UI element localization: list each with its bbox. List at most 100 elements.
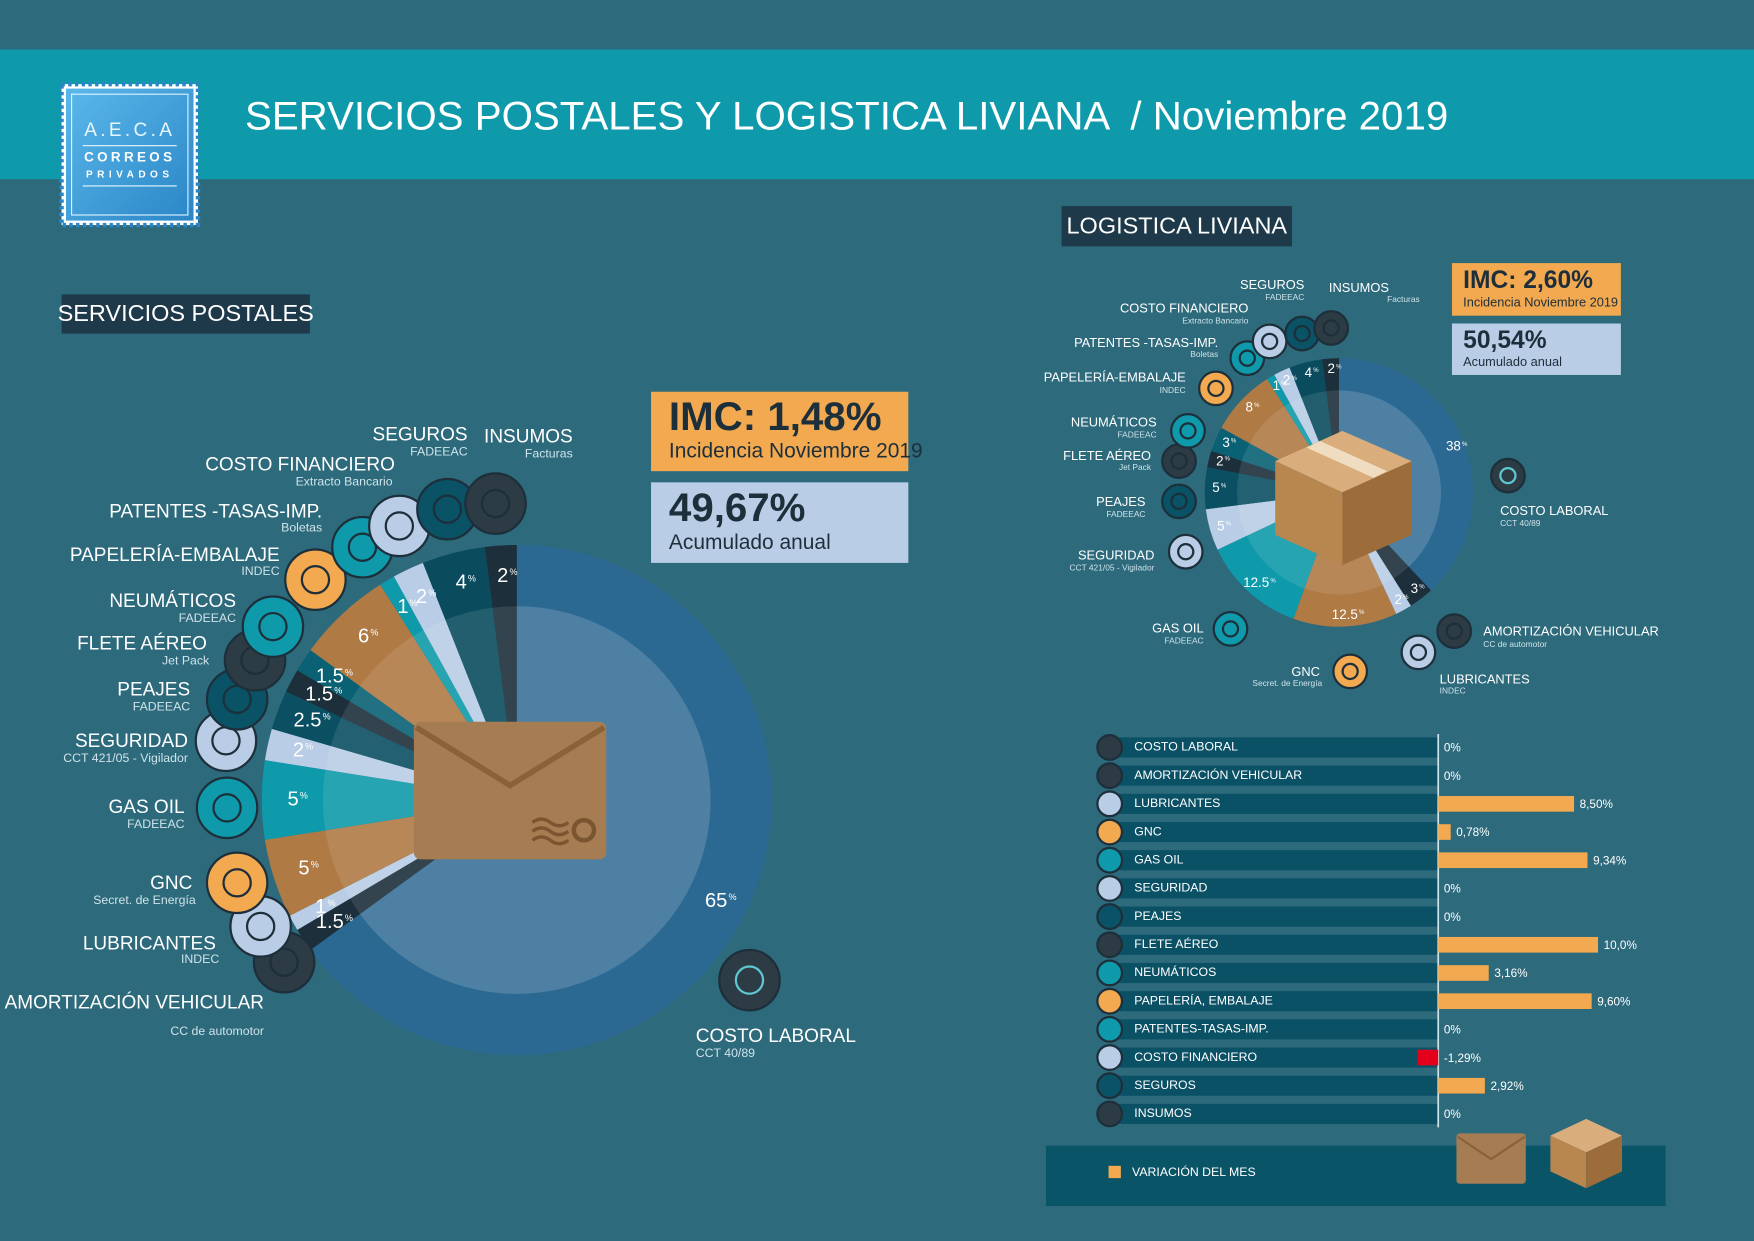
- icon: [1096, 903, 1124, 931]
- value-label: 0%: [1444, 883, 1462, 896]
- icon: [205, 851, 269, 915]
- category-source: Boletas: [1190, 349, 1218, 359]
- bar: [1438, 936, 1599, 953]
- value-label: 2: [1283, 373, 1290, 388]
- box-top: [1550, 1118, 1623, 1153]
- legend-swatch: [1108, 1165, 1121, 1179]
- icon-glyph: [1179, 422, 1197, 440]
- box: [1275, 430, 1412, 566]
- icon: [1096, 1044, 1124, 1071]
- category-label: COSTO FINANCIERO: [1134, 1050, 1257, 1064]
- category-source: Boletas: [281, 520, 322, 534]
- annotation-value: 50,54%: [1463, 327, 1547, 354]
- icon-glyph: [1445, 622, 1463, 640]
- icon-glyph: [212, 793, 242, 823]
- box-tape: [1306, 440, 1388, 478]
- category-label: INSUMOS: [1329, 280, 1389, 295]
- category-source: Jet Pack: [1119, 462, 1152, 472]
- category-band: [1107, 1047, 1439, 1068]
- icon: [1313, 310, 1350, 346]
- category-band: [1107, 934, 1439, 955]
- value-unit: %: [1336, 365, 1342, 371]
- category-source: FADEEAC: [127, 817, 185, 831]
- value-unit: %: [410, 598, 418, 608]
- category-source: CCT 421/05 - Vigilador: [63, 751, 188, 765]
- value-label: 3: [1411, 581, 1418, 596]
- category-source: FADEEAC: [179, 611, 237, 625]
- bar: [1438, 852, 1588, 869]
- annotation-label: Acumulado anual: [1463, 354, 1562, 369]
- value-label: 1.5: [316, 666, 344, 688]
- value-label: 6: [358, 625, 369, 647]
- category-source: CC de automotor: [170, 1024, 264, 1038]
- category-label: PAPELERÍA-EMBALAJE: [1044, 370, 1186, 385]
- value-label: 9,34%: [1593, 854, 1627, 867]
- category-label: PEAJES: [1096, 494, 1145, 509]
- category-label: SEGURIDAD: [1078, 548, 1154, 563]
- category-band: [1107, 1019, 1439, 1040]
- icon-glyph: [245, 911, 276, 942]
- pie-slice: [1204, 467, 1339, 510]
- value-unit: %: [1225, 457, 1231, 463]
- value-label: 1.5: [305, 684, 333, 706]
- annotation-box: [651, 482, 909, 563]
- category-label: COSTO LABORAL: [1134, 740, 1238, 754]
- logo: A.E.C.A CORREOS PRIVADOS: [59, 81, 201, 228]
- category-label: GNC: [1291, 664, 1320, 679]
- category-source: FADEEAC: [1165, 635, 1204, 645]
- annotation-label: Incidencia Noviembre 2019: [669, 440, 923, 463]
- icon: [1096, 818, 1124, 846]
- icon-glyph: [258, 611, 288, 642]
- value-label: 2: [1216, 453, 1223, 468]
- icon-glyph: [300, 564, 331, 595]
- value-label: 0%: [1444, 770, 1462, 783]
- legend-label: VARIACIÓN DEL MES: [1132, 1164, 1256, 1179]
- value-label: 8: [1246, 400, 1253, 415]
- section-title: LOGISTICA LIVIANA: [1067, 213, 1288, 239]
- bar: [1438, 993, 1592, 1009]
- icon-glyph: [1409, 643, 1428, 662]
- category-source: Facturas: [1387, 294, 1420, 304]
- icon: [1096, 959, 1124, 987]
- category-band: [1107, 1075, 1439, 1096]
- category-label: PAPELERÍA-EMBALAJE: [70, 545, 280, 566]
- value-unit: %: [334, 686, 342, 696]
- value-label: 2: [293, 740, 304, 762]
- icon-glyph: [1322, 319, 1340, 337]
- category-label: SEGURIDAD: [75, 731, 188, 752]
- box-side: [1342, 461, 1412, 566]
- value-label: 0%: [1444, 1024, 1462, 1037]
- icon: [1096, 734, 1124, 761]
- value-label: 38: [1446, 439, 1461, 454]
- value-unit: %: [1462, 442, 1468, 448]
- category-label: LUBRICANTES: [1440, 672, 1530, 687]
- value-label: 5: [1217, 518, 1224, 533]
- value-label: 10,0%: [1604, 939, 1638, 952]
- icon: [1096, 1072, 1124, 1100]
- category-label: PATENTES -TASAS-IMP.: [109, 502, 322, 523]
- category-band: [1107, 793, 1439, 814]
- value-label: 3: [1222, 435, 1229, 450]
- category-source: INDEC: [241, 564, 279, 578]
- annotation-label: Incidencia Noviembre 2019: [1463, 294, 1618, 309]
- annotation-value: IMC: 1,48%: [669, 394, 882, 439]
- value-label: 9,60%: [1597, 995, 1631, 1008]
- icon-glyph: [1293, 324, 1311, 343]
- value-unit: %: [345, 913, 353, 923]
- logo-text: PRIVADOS: [86, 169, 174, 180]
- category-label: GAS OIL: [1152, 620, 1203, 635]
- icon-glyph: [222, 868, 252, 898]
- icon: [1490, 457, 1526, 494]
- value-label: 5: [298, 857, 309, 879]
- stamp: [65, 88, 194, 221]
- value-label: 65: [705, 890, 727, 912]
- value-label: 2: [416, 586, 427, 608]
- category-label: PATENTES -TASAS-IMP.: [1074, 335, 1218, 350]
- category-label: AMORTIZACIÓN VEHICULAR: [5, 992, 264, 1014]
- icon: [1096, 1015, 1124, 1043]
- icon: [1332, 653, 1369, 690]
- value-label: 0%: [1444, 1108, 1462, 1121]
- envelope: [413, 721, 607, 860]
- value-label: 5: [287, 788, 298, 810]
- icon-glyph: [1177, 543, 1195, 561]
